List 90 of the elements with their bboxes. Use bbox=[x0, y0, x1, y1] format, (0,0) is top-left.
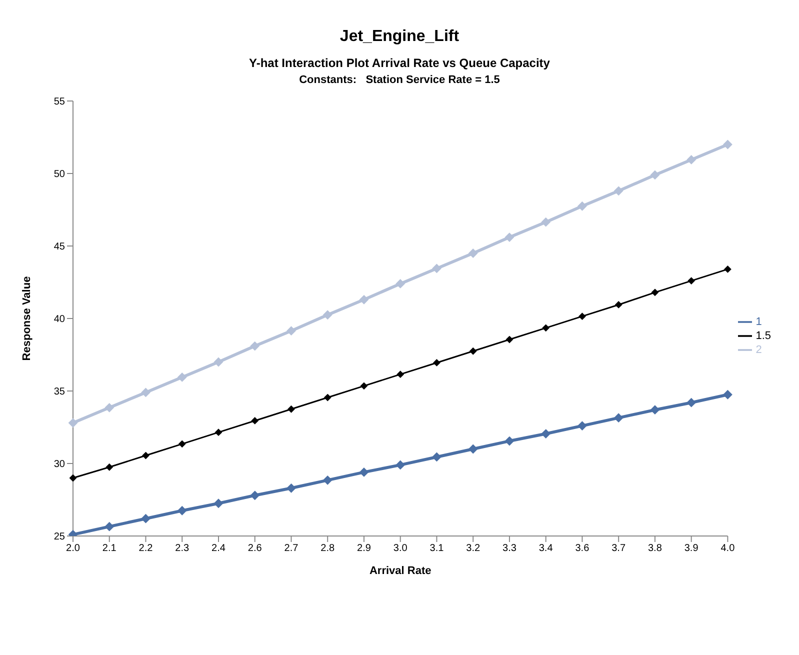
point bbox=[614, 413, 624, 422]
point bbox=[178, 372, 187, 382]
point bbox=[650, 170, 660, 180]
point bbox=[542, 324, 550, 332]
y-tick-label: 25 bbox=[54, 532, 66, 543]
x-tick-label: 2.1 bbox=[102, 543, 117, 554]
point bbox=[178, 440, 186, 448]
x-tick-label: 4.0 bbox=[720, 543, 736, 554]
point bbox=[142, 452, 150, 460]
legend-label: 1 bbox=[756, 316, 762, 328]
y-tick-label: 55 bbox=[54, 96, 66, 108]
point bbox=[251, 417, 258, 424]
point bbox=[470, 348, 477, 355]
x-tick-label: 2.8 bbox=[320, 543, 335, 554]
point bbox=[178, 506, 187, 516]
x-tick-label: 2.7 bbox=[284, 543, 299, 554]
point bbox=[359, 295, 368, 304]
point bbox=[686, 398, 696, 408]
x-tick-label: 2.3 bbox=[175, 543, 190, 554]
point bbox=[724, 266, 732, 273]
point bbox=[578, 421, 587, 430]
point bbox=[214, 498, 223, 508]
x-tick-label: 2.4 bbox=[212, 543, 226, 554]
x-tick-label: 3.9 bbox=[684, 543, 699, 554]
point bbox=[614, 186, 624, 196]
point bbox=[360, 382, 368, 390]
y-tick-label: 40 bbox=[54, 314, 66, 326]
point bbox=[286, 326, 296, 336]
point bbox=[578, 312, 586, 320]
point bbox=[432, 264, 442, 273]
point bbox=[541, 218, 550, 227]
point bbox=[250, 342, 260, 351]
x-tick-label: 3.3 bbox=[502, 543, 517, 554]
point bbox=[650, 405, 660, 414]
text: Constants: Station Service Rate = 1.5 bbox=[298, 74, 501, 86]
x-tick-label: 2.0 bbox=[66, 543, 80, 554]
x-tick-label: 3.1 bbox=[430, 543, 444, 554]
y-tick-label: 35 bbox=[54, 386, 66, 398]
x-tick-label: 2.6 bbox=[248, 543, 262, 554]
y-tick-label: 45 bbox=[54, 242, 66, 253]
point bbox=[323, 476, 332, 485]
point bbox=[104, 403, 114, 412]
y-tick-label: 30 bbox=[54, 459, 66, 470]
chart-title: Jet_Engine_Lift bbox=[338, 27, 460, 46]
point bbox=[396, 279, 405, 288]
point bbox=[468, 248, 478, 258]
x-tick-label: 3.6 bbox=[575, 543, 590, 554]
point bbox=[723, 390, 732, 400]
point bbox=[615, 301, 622, 308]
point bbox=[432, 452, 442, 462]
point bbox=[396, 460, 405, 470]
y-axis-title: Response Value bbox=[20, 276, 33, 361]
point bbox=[359, 468, 368, 477]
point bbox=[288, 406, 295, 413]
point bbox=[504, 436, 514, 446]
point bbox=[468, 444, 478, 454]
point bbox=[504, 232, 514, 242]
legend-label: 1.5 bbox=[756, 330, 771, 342]
point bbox=[506, 336, 513, 344]
point bbox=[141, 388, 150, 397]
point bbox=[250, 490, 260, 500]
x-tick-label: 3.4 bbox=[538, 543, 554, 554]
point bbox=[723, 140, 732, 149]
point bbox=[541, 429, 550, 438]
legend-label: 2 bbox=[756, 344, 762, 356]
y-tick-label: 50 bbox=[54, 169, 66, 180]
point bbox=[214, 428, 222, 436]
point bbox=[286, 484, 296, 493]
point bbox=[323, 310, 332, 320]
point bbox=[578, 202, 587, 211]
x-tick-label: 3.0 bbox=[393, 543, 408, 554]
point bbox=[106, 464, 113, 471]
point bbox=[686, 155, 696, 164]
point bbox=[324, 394, 332, 402]
x-tick-label: 3.7 bbox=[612, 543, 626, 554]
point bbox=[688, 277, 695, 284]
point bbox=[68, 418, 78, 428]
point bbox=[433, 359, 440, 366]
x-axis-title: Arrival Rate bbox=[369, 565, 432, 577]
x-tick-label: 2.9 bbox=[357, 543, 372, 554]
chart-subtitle: Y-hat Interaction Plot Arrival Rate vs Queue Capacity bbox=[248, 56, 551, 70]
x-tick-label: 2.2 bbox=[138, 543, 154, 554]
point bbox=[70, 474, 76, 482]
point bbox=[141, 514, 150, 524]
x-tick-label: 3.8 bbox=[648, 543, 662, 554]
point bbox=[104, 522, 114, 532]
x-tick-label: 3.2 bbox=[466, 543, 480, 554]
point bbox=[396, 370, 404, 378]
point bbox=[214, 358, 223, 366]
point bbox=[651, 288, 658, 296]
